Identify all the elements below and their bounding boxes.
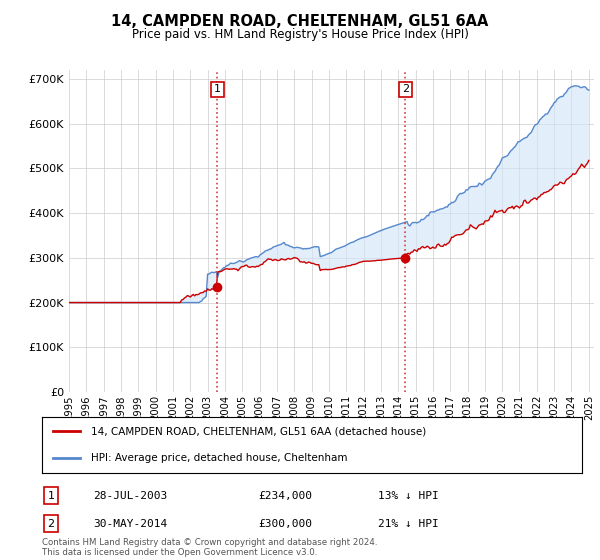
Text: 30-MAY-2014: 30-MAY-2014 xyxy=(93,519,167,529)
Text: £300,000: £300,000 xyxy=(258,519,312,529)
Text: 2: 2 xyxy=(402,85,409,95)
Text: 14, CAMPDEN ROAD, CHELTENHAM, GL51 6AA: 14, CAMPDEN ROAD, CHELTENHAM, GL51 6AA xyxy=(112,14,488,29)
Text: 2: 2 xyxy=(47,519,55,529)
Text: Contains HM Land Registry data © Crown copyright and database right 2024.
This d: Contains HM Land Registry data © Crown c… xyxy=(42,538,377,557)
Text: £234,000: £234,000 xyxy=(258,491,312,501)
Text: HPI: Average price, detached house, Cheltenham: HPI: Average price, detached house, Chel… xyxy=(91,452,347,463)
Text: 28-JUL-2003: 28-JUL-2003 xyxy=(93,491,167,501)
Text: 14, CAMPDEN ROAD, CHELTENHAM, GL51 6AA (detached house): 14, CAMPDEN ROAD, CHELTENHAM, GL51 6AA (… xyxy=(91,426,426,436)
Text: 1: 1 xyxy=(214,85,221,95)
Text: 21% ↓ HPI: 21% ↓ HPI xyxy=(378,519,439,529)
Text: 13% ↓ HPI: 13% ↓ HPI xyxy=(378,491,439,501)
Text: 1: 1 xyxy=(47,491,55,501)
Text: Price paid vs. HM Land Registry's House Price Index (HPI): Price paid vs. HM Land Registry's House … xyxy=(131,28,469,41)
